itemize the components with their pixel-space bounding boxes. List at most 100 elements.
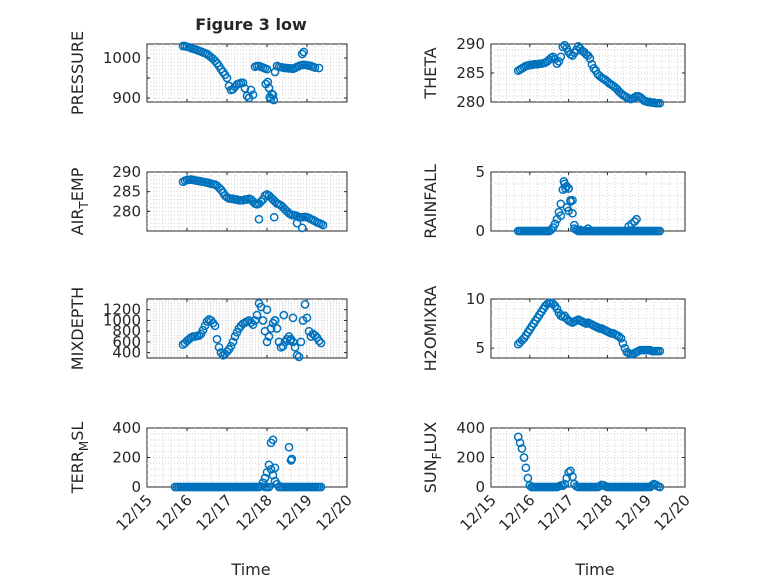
data-point: [570, 220, 579, 230]
data-point: [238, 78, 248, 88]
y-tick-label: 0: [131, 478, 141, 496]
data-point: [268, 90, 278, 100]
y-tick-label: 290: [456, 35, 485, 53]
subplot-4: 0 5 RAINFALL: [421, 163, 686, 240]
data-point: [647, 481, 657, 490]
data-point: [556, 199, 566, 209]
data-point: [630, 217, 639, 226]
data-point: [284, 442, 294, 452]
data-point: [556, 211, 566, 221]
y-axis-label: MIXDEPTH: [68, 287, 87, 370]
series-markers: [170, 435, 326, 492]
y-axis-label: SUNFLUX: [421, 422, 444, 494]
series-markers: [513, 298, 665, 359]
data-point: [210, 321, 220, 331]
y-tick-label: 400: [112, 419, 141, 437]
grid: [147, 44, 347, 102]
y-tick-label: 600: [112, 333, 141, 351]
data-point: [552, 59, 562, 69]
subplot-6: 5 10 H2OMIXRA: [421, 286, 686, 371]
y-axis-label: RAINFALL: [421, 164, 440, 239]
data-point: [194, 331, 204, 340]
series-markers: [513, 432, 665, 492]
data-point: [290, 342, 300, 352]
data-point: [575, 225, 585, 235]
y-tick-label: 400: [456, 419, 485, 437]
data-point: [550, 219, 560, 229]
grid: [491, 44, 685, 102]
y-tick-label: 200: [456, 449, 485, 467]
y-tick-label: 900: [112, 89, 141, 107]
data-point: [262, 305, 272, 315]
data-point: [310, 63, 320, 72]
data-point: [564, 206, 573, 216]
data-point: [515, 438, 525, 448]
data-point: [264, 482, 274, 492]
data-point: [314, 63, 324, 73]
data-point: [554, 57, 564, 66]
data-point: [589, 64, 599, 73]
data-point: [278, 341, 288, 351]
data-point: [198, 325, 208, 335]
y-tick-label: 0: [475, 222, 485, 240]
data-point: [212, 334, 222, 344]
grid: [147, 428, 347, 487]
y-tick-label: 1200: [103, 301, 141, 319]
data-point: [519, 453, 529, 462]
data-point: [260, 473, 270, 483]
data-point: [572, 225, 581, 235]
axes-box: [146, 43, 348, 103]
data-point: [248, 320, 258, 330]
y-tick-label: 1000: [103, 49, 141, 67]
data-point: [655, 226, 665, 236]
y-tick-label: 10: [466, 290, 485, 308]
y-tick-label: 800: [112, 322, 141, 340]
data-point: [248, 90, 258, 100]
data-point: [272, 324, 282, 333]
data-point: [618, 338, 628, 348]
data-point: [246, 85, 256, 95]
x-axis-label-left: Time: [230, 560, 270, 579]
y-tick-label: 280: [456, 93, 485, 111]
data-point: [240, 84, 250, 93]
data-point: [568, 195, 577, 205]
y-tick-label: 400: [112, 344, 141, 362]
y-tick-label: 280: [112, 202, 141, 220]
data-point: [242, 91, 252, 101]
data-point: [258, 316, 268, 325]
data-point: [296, 337, 306, 347]
data-point: [263, 77, 273, 87]
data-point: [262, 337, 272, 347]
y-tick-label: 200: [112, 449, 141, 467]
series-markers: [513, 40, 665, 108]
data-point: [200, 321, 210, 331]
series-markers: [178, 175, 328, 233]
data-point: [517, 444, 527, 453]
data-point: [616, 333, 626, 343]
data-point: [294, 352, 304, 362]
y-tick-label: 1000: [103, 311, 141, 329]
data-point: [297, 49, 307, 59]
x-axis-label-right: Time: [574, 560, 614, 579]
y-tick-label: 5: [475, 163, 485, 181]
data-point: [583, 224, 593, 233]
data-point: [558, 481, 568, 491]
data-point: [299, 47, 309, 57]
data-point: [587, 59, 597, 69]
y-tick-label: 0: [475, 478, 485, 496]
data-point: [254, 214, 264, 224]
data-point: [269, 95, 279, 105]
y-axis-label: TERRMSL: [68, 422, 91, 495]
y-tick-label: 290: [112, 163, 141, 181]
data-point: [297, 223, 307, 233]
data-point: [250, 316, 260, 325]
grid: [491, 299, 685, 358]
data-point: [262, 64, 272, 74]
data-point: [228, 337, 238, 347]
series-markers: [178, 41, 324, 105]
y-tick-label: 285: [456, 64, 485, 82]
data-point: [252, 310, 262, 320]
